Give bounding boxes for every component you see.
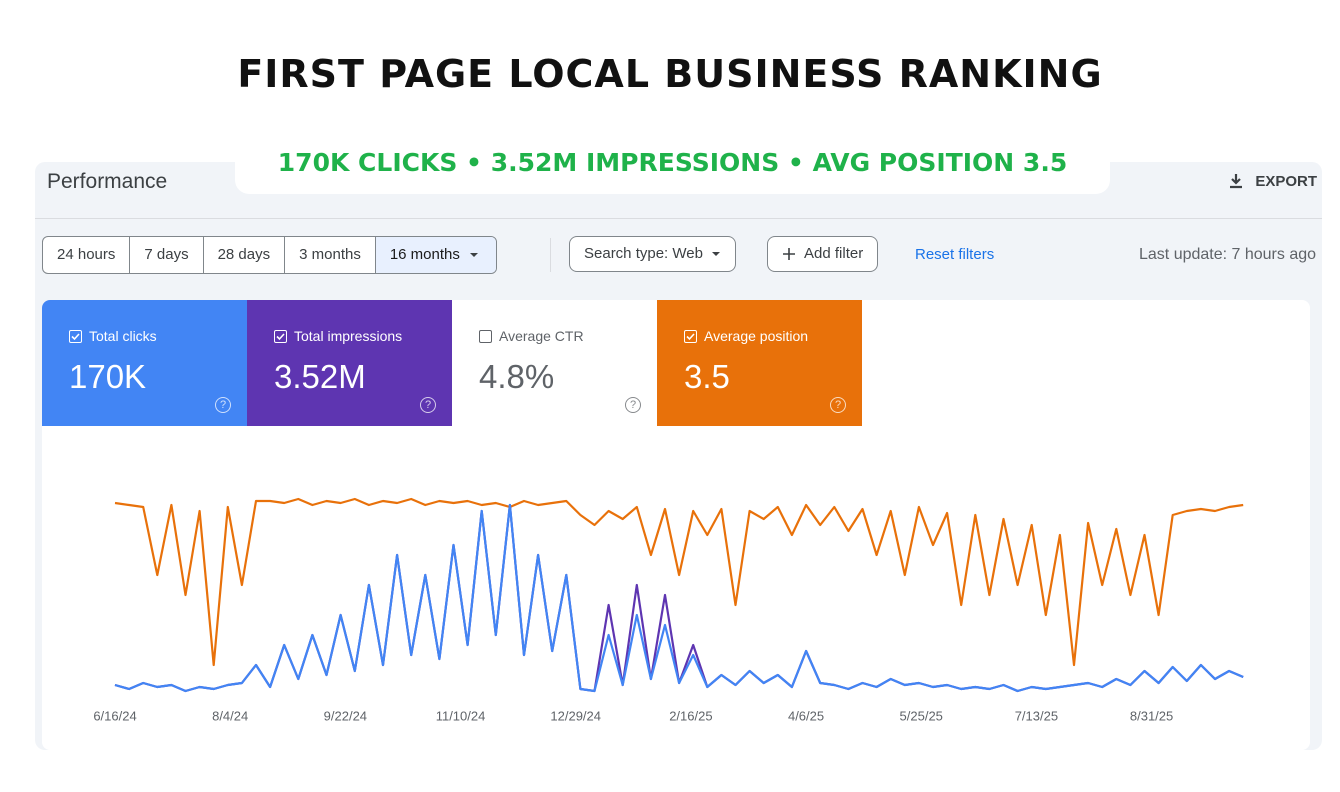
help-icon[interactable]: ? <box>215 397 231 413</box>
metric-card[interactable]: Total impressions 3.52M? <box>247 300 452 426</box>
metric-value: 3.52M <box>274 358 366 395</box>
subtitle-pill <box>235 138 1110 194</box>
date-range-button[interactable]: 24 hours <box>43 237 129 273</box>
divider <box>35 218 1322 219</box>
search-type-label: Search type: Web <box>584 245 703 262</box>
metric-label: Average position <box>684 328 862 344</box>
add-filter-button[interactable]: Add filter <box>767 236 879 272</box>
x-tick-label: 8/4/24 <box>212 708 248 723</box>
check-mark <box>71 332 80 340</box>
reset-filters-link[interactable]: Reset filters <box>915 246 995 263</box>
metric-card[interactable]: Average CTR 4.8%? <box>452 300 657 426</box>
x-tick-label: 12/29/24 <box>550 708 601 723</box>
x-tick-label: 6/16/24 <box>93 708 136 723</box>
checkbox <box>479 329 492 343</box>
series-line <box>114 503 1244 693</box>
check-mark <box>686 332 695 340</box>
export-button[interactable]: EXPORT <box>1227 172 1317 190</box>
date-range-button[interactable]: 7 days <box>129 237 202 273</box>
date-range-button[interactable]: 3 months <box>284 237 375 273</box>
x-tick-label: 9/22/24 <box>324 708 367 723</box>
metric-label: Total impressions <box>274 328 452 344</box>
metric-card[interactable]: Average position 3.5? <box>657 300 862 426</box>
metric-name: Average position <box>704 328 809 344</box>
add-filter-label: Add filter <box>804 245 864 262</box>
x-tick-label: 7/13/25 <box>1015 708 1058 723</box>
search-type-dropdown[interactable]: Search type: Web <box>569 236 736 272</box>
metric-value: 170K <box>69 358 147 395</box>
date-range-group: 24 hours 7 days 28 days 3 months 16 months <box>42 236 497 274</box>
last-update: Last update: 7 hours ago <box>1139 246 1317 263</box>
headline: FIRST PAGE LOCAL BUSINESS RANKING <box>237 52 1103 96</box>
chart: 6/16/24 8/4/24 9/22/24 11/10/24 12/29/24 2/16… <box>93 497 1244 723</box>
plus-icon <box>783 248 795 260</box>
x-tick-label: 2/16/25 <box>669 708 712 723</box>
metric-label: Average CTR <box>479 328 657 344</box>
checkbox <box>274 329 287 343</box>
checkbox <box>69 329 82 343</box>
chart-panel: Total clicks 170K? Total impressions 3.52M?… <box>42 300 1310 750</box>
dropdown-arrow <box>711 252 720 256</box>
x-tick-label: 8/31/25 <box>1130 708 1173 723</box>
metric-value: 4.8% <box>479 358 555 395</box>
download-icon <box>1230 174 1243 189</box>
checkbox <box>684 329 697 343</box>
metric-value: 3.5 <box>684 358 730 395</box>
page-title: Performance <box>47 170 168 193</box>
date-range-button[interactable]: 28 days <box>202 237 285 273</box>
date-range-label: 16 months <box>389 246 460 263</box>
x-tick-label: 4/6/25 <box>788 708 824 723</box>
dropdown-arrow <box>469 253 478 257</box>
series-line <box>114 497 1244 667</box>
divider <box>550 238 551 272</box>
metric-name: Total impressions <box>294 328 403 344</box>
help-icon[interactable]: ? <box>625 397 641 413</box>
x-tick-label: 5/25/25 <box>900 708 943 723</box>
subtitle: 170K CLICKS • 3.52M IMPRESSIONS • AVG PO… <box>277 148 1068 177</box>
date-range-button[interactable]: 16 months <box>374 237 496 273</box>
metric-card[interactable]: Total clicks 170K? <box>42 300 247 426</box>
metric-label: Total clicks <box>69 328 247 344</box>
check-mark <box>276 332 285 340</box>
date-range-label: 3 months <box>299 246 361 263</box>
date-range-label: 28 days <box>217 246 271 263</box>
help-icon[interactable]: ? <box>830 397 846 413</box>
metric-name: Average CTR <box>499 328 584 344</box>
export-label: EXPORT <box>1255 172 1317 190</box>
date-range-label: 7 days <box>144 246 189 263</box>
help-icon[interactable]: ? <box>420 397 436 413</box>
metric-name: Total clicks <box>89 328 157 344</box>
x-tick-label: 11/10/24 <box>436 708 486 723</box>
date-range-label: 24 hours <box>57 246 116 263</box>
performance-card: Performance EXPORT 24 hours 7 days 28 days… <box>35 162 1322 750</box>
